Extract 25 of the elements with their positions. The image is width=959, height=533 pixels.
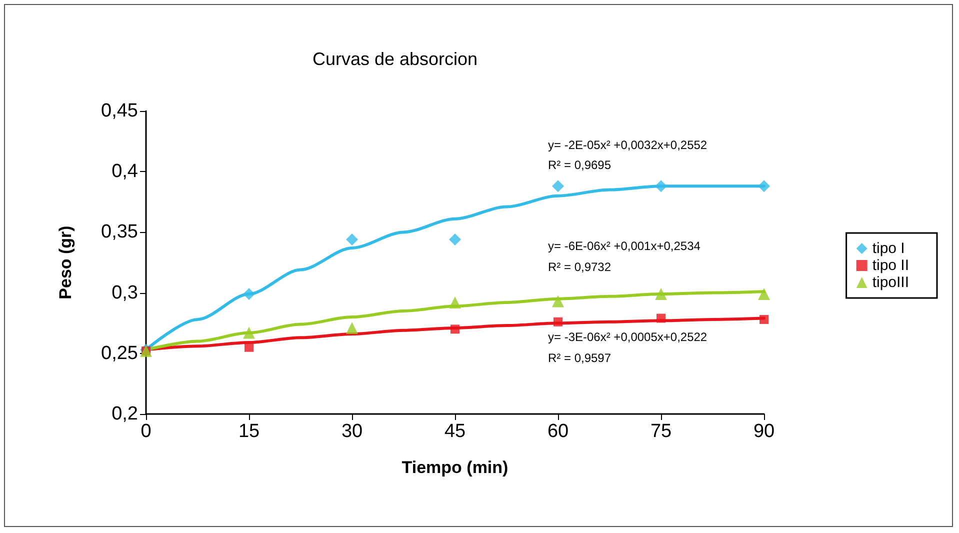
y-tick-label: 0,2 xyxy=(112,404,138,424)
legend-label: tipo II xyxy=(872,257,909,274)
annotation: R² = 0,9597 xyxy=(548,351,612,365)
y-tick-label: 0,45 xyxy=(101,100,138,122)
x-axis-title: Tiempo (min) xyxy=(402,458,508,477)
y-tick-label: 0,35 xyxy=(101,222,138,243)
y-tick-label: 0,3 xyxy=(112,282,138,304)
x-tick-label: 60 xyxy=(547,421,569,442)
x-tick-label: 0 xyxy=(140,421,152,442)
annotation: R² = 0,9695 xyxy=(548,158,612,172)
y-tick-label: 0,25 xyxy=(101,342,138,364)
annotation: y= -3E-06x² +0,0005x+0,2522 xyxy=(548,330,708,344)
x-tick-label: 90 xyxy=(753,421,775,442)
y-tick-label: 0,4 xyxy=(112,161,138,182)
x-tick-label: 75 xyxy=(650,421,672,442)
legend-label: tipo I xyxy=(872,240,905,257)
y-axis-title: Peso (gr) xyxy=(56,226,75,300)
annotation: y= -2E-05x² +0,0032x+0,2552 xyxy=(548,138,708,152)
chart-title: Curvas de absorcion xyxy=(312,49,478,69)
annotation: R² = 0,9732 xyxy=(548,260,612,274)
x-tick-label: 15 xyxy=(238,421,260,442)
x-tick-label: 30 xyxy=(341,421,363,442)
x-tick-label: 45 xyxy=(444,421,466,442)
legend-label: tipoIII xyxy=(872,274,909,291)
annotation: y= -6E-06x² +0,001x+0,2534 xyxy=(548,239,701,253)
